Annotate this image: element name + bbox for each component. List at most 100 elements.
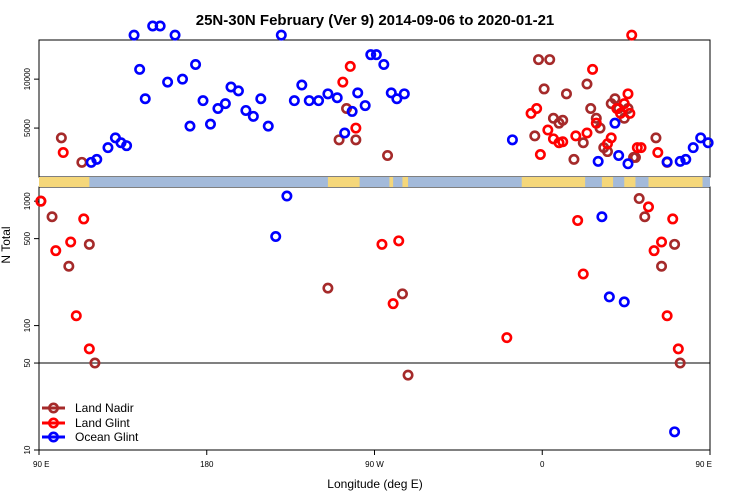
upper-y-tick-label: 5000 bbox=[23, 119, 32, 137]
x-tick-label: 90 W bbox=[365, 460, 384, 469]
legend-marker-ocean-glint bbox=[47, 431, 59, 443]
data-point bbox=[626, 29, 638, 41]
data-point bbox=[652, 147, 664, 159]
lower-y-tick-label: 500 bbox=[23, 231, 32, 245]
data-point bbox=[656, 236, 668, 248]
data-point bbox=[680, 153, 692, 165]
data-point bbox=[169, 29, 181, 41]
data-point bbox=[262, 120, 274, 132]
data-point bbox=[605, 132, 617, 144]
data-point bbox=[339, 127, 351, 139]
data-point bbox=[635, 142, 647, 154]
data-point bbox=[544, 54, 556, 66]
data-point bbox=[642, 201, 654, 213]
data-point bbox=[667, 213, 679, 225]
lower-y-tick-label: 10 bbox=[23, 445, 32, 454]
data-point bbox=[542, 124, 554, 136]
data-point bbox=[55, 132, 67, 144]
data-point bbox=[128, 29, 140, 41]
data-point bbox=[333, 134, 345, 146]
data-point bbox=[613, 149, 625, 161]
legend-label-ocean-glint: Ocean Glint bbox=[75, 430, 139, 444]
data-point bbox=[639, 211, 651, 223]
data-point bbox=[331, 92, 343, 104]
data-point bbox=[322, 88, 334, 100]
data-point bbox=[162, 76, 174, 88]
land-band-segment bbox=[327, 177, 360, 187]
data-point bbox=[702, 137, 714, 149]
data-point bbox=[322, 282, 334, 294]
data-point bbox=[121, 140, 133, 152]
data-point bbox=[618, 296, 630, 308]
data-points bbox=[35, 20, 714, 438]
data-point bbox=[560, 88, 572, 100]
data-point bbox=[387, 298, 399, 310]
data-point bbox=[350, 122, 362, 134]
data-point bbox=[585, 103, 597, 115]
data-point bbox=[391, 93, 403, 105]
data-point bbox=[385, 87, 397, 99]
data-point bbox=[275, 29, 287, 41]
data-point bbox=[232, 85, 244, 97]
data-point bbox=[139, 93, 151, 105]
data-point bbox=[83, 238, 95, 250]
data-point bbox=[618, 98, 630, 110]
x-tick-label: 0 bbox=[540, 460, 545, 469]
lower-y-tick-label: 1000 bbox=[23, 192, 32, 210]
data-point bbox=[656, 260, 668, 272]
data-point bbox=[352, 87, 364, 99]
data-point bbox=[572, 214, 584, 226]
data-point bbox=[533, 54, 545, 66]
land-band-segment bbox=[521, 177, 586, 187]
data-point bbox=[50, 245, 62, 257]
data-point bbox=[695, 132, 707, 144]
x-tick-label: 180 bbox=[200, 460, 214, 469]
data-point bbox=[296, 79, 308, 91]
data-point bbox=[501, 332, 513, 344]
data-point bbox=[587, 63, 599, 75]
data-point bbox=[313, 95, 325, 107]
data-point bbox=[184, 120, 196, 132]
data-point bbox=[65, 236, 77, 248]
data-point bbox=[674, 155, 686, 167]
chart-title: 25N-30N February (Ver 9) 2014-09-06 to 2… bbox=[196, 12, 555, 29]
data-point bbox=[134, 63, 146, 75]
axis-ticks: 90 E 180 90 W 0 90 E 5000 10000 10 50 100 500 1000 bbox=[23, 67, 712, 469]
data-point bbox=[661, 156, 673, 168]
data-point bbox=[57, 147, 69, 159]
land-band-segment bbox=[389, 177, 394, 187]
data-point bbox=[529, 130, 541, 142]
y-axis-label: N Total bbox=[0, 226, 13, 263]
data-point bbox=[378, 58, 390, 70]
land-band-segment bbox=[601, 177, 614, 187]
land-band-segment bbox=[648, 177, 703, 187]
series-ocean-glint bbox=[85, 20, 714, 438]
land-band-segment bbox=[402, 177, 409, 187]
data-point bbox=[633, 193, 645, 205]
data-point bbox=[650, 132, 662, 144]
legend-label-land-nadir: Land Nadir bbox=[75, 401, 134, 415]
data-point bbox=[382, 149, 394, 161]
data-point bbox=[337, 76, 349, 88]
data-point bbox=[240, 104, 252, 116]
data-point bbox=[370, 49, 382, 61]
data-point bbox=[63, 260, 75, 272]
data-point bbox=[603, 291, 615, 303]
data-point bbox=[154, 20, 166, 32]
x-tick-label: 90 E bbox=[696, 460, 712, 469]
data-point bbox=[622, 88, 634, 100]
data-point bbox=[609, 117, 621, 129]
legend-label-land-glint: Land Glint bbox=[75, 416, 130, 430]
data-point bbox=[568, 153, 580, 165]
data-point bbox=[344, 60, 356, 72]
x-tick-label: 90 E bbox=[33, 460, 49, 469]
series-land-glint bbox=[35, 29, 684, 355]
data-point bbox=[669, 426, 681, 438]
data-point bbox=[78, 213, 90, 225]
data-point bbox=[531, 103, 543, 115]
data-point bbox=[629, 151, 641, 163]
data-point bbox=[577, 268, 589, 280]
data-point bbox=[89, 357, 101, 369]
data-point bbox=[581, 127, 593, 139]
